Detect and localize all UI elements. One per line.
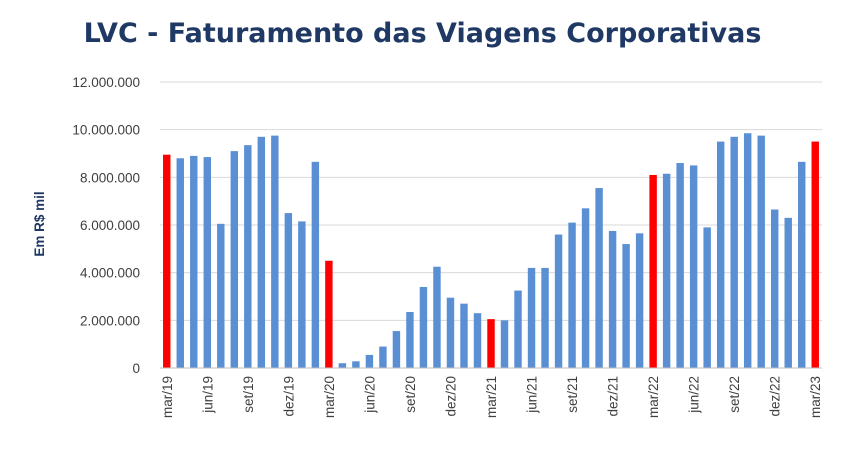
y-tick-label: 12.000.000 <box>72 75 140 90</box>
x-tick-label: mar/23 <box>808 376 823 418</box>
x-tick-label: mar/22 <box>646 376 661 418</box>
x-tick-label: mar/21 <box>484 376 499 418</box>
bar-highlight <box>163 154 171 368</box>
bar <box>352 361 360 368</box>
bar <box>676 163 684 368</box>
bar <box>365 354 374 368</box>
bar <box>284 213 293 368</box>
bar <box>230 151 239 368</box>
x-tick-label: set/20 <box>403 376 418 413</box>
bar-highlight <box>487 319 495 368</box>
x-tick-label: jun/22 <box>687 376 702 414</box>
x-tick-label: mar/20 <box>322 376 337 418</box>
bar <box>298 221 306 368</box>
bar <box>716 141 725 368</box>
x-tick-label: dez/21 <box>606 376 621 417</box>
x-tick-label: set/22 <box>727 376 742 413</box>
bar <box>554 234 563 368</box>
bar <box>730 136 738 368</box>
bar <box>622 244 630 368</box>
x-tick-label: dez/19 <box>281 376 296 417</box>
bar <box>473 313 482 368</box>
bar <box>743 133 752 368</box>
x-tick-label: dez/20 <box>443 376 458 417</box>
bar <box>217 223 225 368</box>
y-tick-label: 0 <box>132 361 140 376</box>
bar <box>662 173 671 368</box>
bar <box>271 135 279 368</box>
y-tick-label: 8.000.000 <box>80 170 140 185</box>
bar <box>784 217 792 368</box>
bar <box>500 320 509 368</box>
x-tick-label: jun/21 <box>525 376 540 414</box>
y-axis-ticks: 0 2.000.000 4.000.000 6.000.000 8.000.000 10.… <box>72 75 140 376</box>
bar <box>689 165 698 368</box>
x-axis-ticks: mar/19 jun/19 set/19 dez/19 mar/20 jun/20 set/… <box>160 376 823 418</box>
y-tick-label: 6.000.000 <box>80 218 140 233</box>
chart-title: LVC - Faturamento das Viagens Corporativ… <box>83 18 762 49</box>
x-tick-label: dez/22 <box>768 376 783 417</box>
bar-highlight <box>811 141 819 368</box>
x-tick-label: set/21 <box>565 376 580 413</box>
bar <box>338 363 347 368</box>
bar <box>406 311 414 368</box>
x-tick-label: set/19 <box>241 376 256 413</box>
bar-highlight <box>649 174 657 368</box>
bars <box>163 133 819 368</box>
bar <box>203 157 212 368</box>
bar <box>190 155 198 368</box>
bar <box>419 286 428 368</box>
x-tick-label: jun/20 <box>362 376 377 414</box>
bar <box>514 290 522 368</box>
gridlines <box>160 81 822 321</box>
y-tick-label: 10.000.000 <box>72 123 140 138</box>
x-tick-label: mar/19 <box>160 376 175 418</box>
bar <box>541 267 549 368</box>
bar <box>244 145 252 368</box>
bar <box>527 267 536 368</box>
bar <box>608 230 617 368</box>
bar <box>257 136 266 368</box>
x-tick-label: jun/19 <box>200 376 215 414</box>
bar <box>311 161 320 368</box>
bar <box>798 161 806 368</box>
y-tick-label: 4.000.000 <box>80 266 140 281</box>
bar <box>757 135 765 368</box>
bar <box>176 158 184 368</box>
bar <box>392 331 401 368</box>
bar <box>460 303 468 368</box>
y-axis-label: Em R$ mil <box>32 191 47 256</box>
bar <box>568 222 576 368</box>
bar <box>595 188 603 368</box>
y-tick-label: 2.000.000 <box>80 313 140 328</box>
bar <box>770 209 779 368</box>
bar <box>446 297 455 368</box>
bar <box>433 266 441 368</box>
bar <box>581 208 590 368</box>
bar <box>635 233 644 368</box>
bar <box>379 346 387 368</box>
bar <box>703 227 711 368</box>
bar-highlight <box>325 260 333 368</box>
